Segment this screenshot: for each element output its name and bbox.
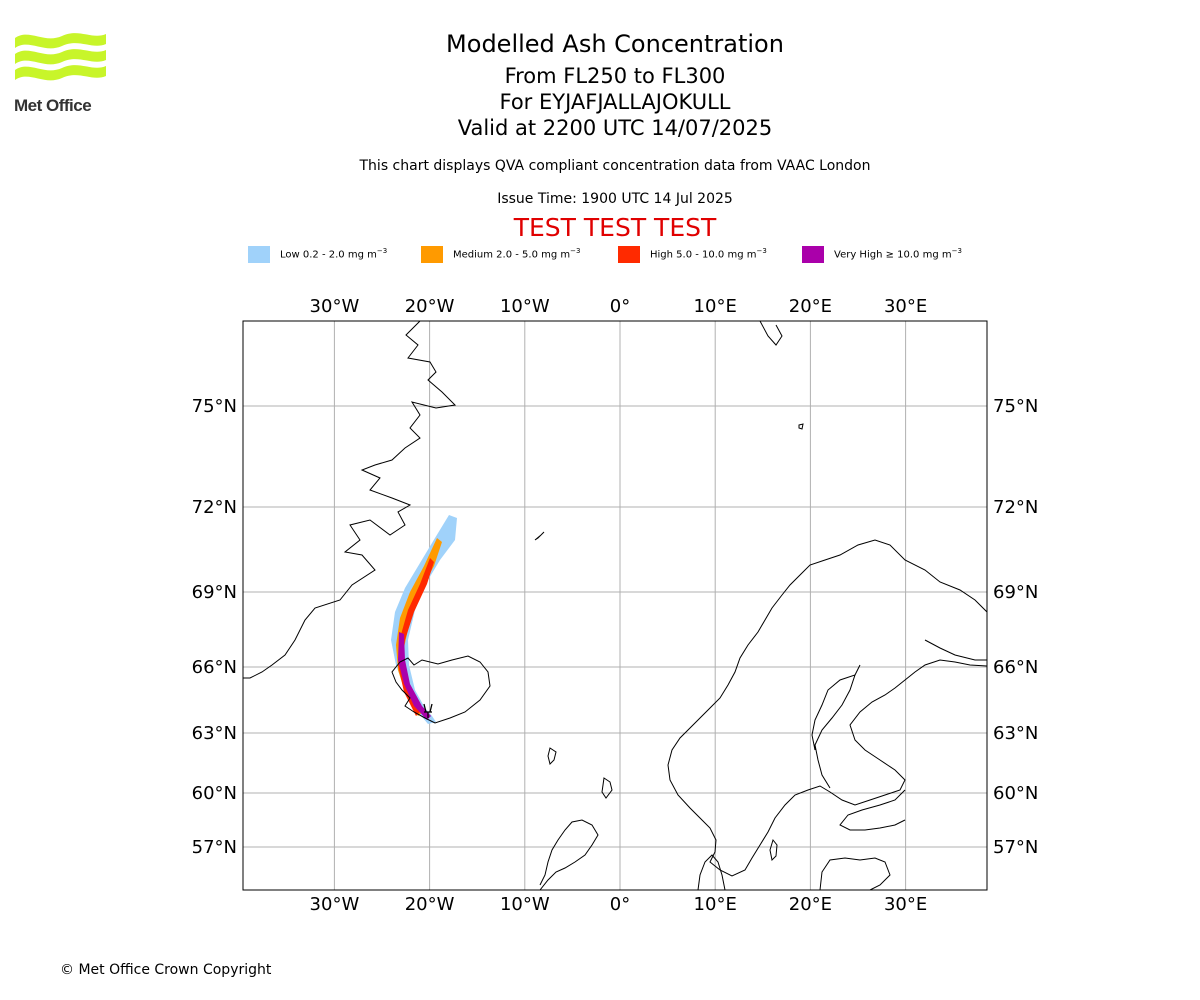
greenland-coast (243, 321, 457, 679)
lon-tick-label-bottom: 30°E (884, 894, 927, 915)
jan-mayen-island (534, 531, 545, 541)
legend-swatch-very-high (802, 245, 824, 263)
flight-levels: From FL250 to FL300 (504, 64, 726, 88)
legend-item-low: Low 0.2 - 2.0 mg m−3 (248, 244, 387, 264)
lon-tick-label-bottom: 20°W (405, 894, 455, 915)
lat-tick-label-right: 57°N (993, 837, 1038, 858)
lat-tick-label-left: 72°N (192, 497, 237, 518)
lat-tick-label-right: 63°N (993, 723, 1038, 744)
lon-tick-label-bottom: 20°E (789, 894, 832, 915)
map-frame (242, 320, 988, 891)
graticule (243, 321, 987, 890)
lat-tick-label-right: 72°N (993, 497, 1038, 518)
gotland-island (769, 838, 778, 862)
ash-low-area (391, 515, 457, 724)
legend-label-medium: Medium 2.0 - 5.0 mg m−3 (453, 247, 581, 261)
tick-labels: 30°W 30°W 20°W 20°W 10°W 10°W 0° 0° 10°E 10°E 20°E… (192, 296, 1039, 915)
map-content (243, 321, 987, 890)
lon-tick-label-top: 0° (610, 296, 630, 317)
baltic-coast (819, 857, 891, 890)
lon-tick-label-top: 10°E (694, 296, 737, 317)
coastlines (243, 321, 987, 890)
ash-plume (391, 515, 457, 724)
lon-tick-label-bottom: 10°W (500, 894, 550, 915)
lon-tick-label-top: 10°W (500, 296, 550, 317)
legend-label-very-high: Very High ≥ 10.0 mg m−3 (834, 247, 962, 261)
volcano-marker (423, 703, 433, 718)
bear-island (798, 423, 804, 430)
volcano-name: For EYJAFJALLAJOKULL (499, 90, 731, 114)
svalbard-coast (759, 321, 783, 346)
lon-tick-label-bottom: 10°E (694, 894, 737, 915)
ash-very-high-area (398, 632, 431, 720)
iceland-coast (391, 655, 491, 724)
legend-label-high: High 5.0 - 10.0 mg m−3 (650, 247, 767, 261)
lat-tick-label-right: 66°N (993, 657, 1038, 678)
legend-swatch-low (248, 245, 270, 263)
shetland-islands (601, 777, 613, 799)
lat-tick-label-left: 66°N (192, 657, 237, 678)
lat-tick-label-left: 60°N (192, 783, 237, 804)
met-office-wave-icon (15, 33, 106, 81)
estonia-coast (839, 789, 906, 831)
test-banner: TEST TEST TEST (513, 213, 717, 242)
met-office-logo: Met Office (14, 30, 109, 115)
ash-high-area (398, 558, 434, 716)
copyright: © Met Office Crown Copyright (60, 962, 272, 978)
lat-tick-label-left: 69°N (192, 582, 237, 603)
legend-item-high: High 5.0 - 10.0 mg m−3 (618, 244, 767, 264)
legend-item-very-high: Very High ≥ 10.0 mg m−3 (802, 244, 962, 264)
lat-tick-label-right: 60°N (993, 783, 1038, 804)
lon-tick-label-top: 30°E (884, 296, 927, 317)
lon-tick-label-bottom: 30°W (310, 894, 360, 915)
lon-tick-label-top: 20°W (405, 296, 455, 317)
lat-tick-label-left: 63°N (192, 723, 237, 744)
legend-swatch-medium (421, 245, 443, 263)
legend-label-low: Low 0.2 - 2.0 mg m−3 (280, 247, 388, 261)
legend-swatch-high (618, 245, 640, 263)
lat-tick-label-left: 57°N (192, 837, 237, 858)
legend-item-medium: Medium 2.0 - 5.0 mg m−3 (421, 244, 580, 264)
lon-tick-label-top: 30°W (310, 296, 360, 317)
qva-note: This chart displays QVA compliant concen… (359, 158, 871, 174)
valid-time: Valid at 2200 UTC 14/07/2025 (457, 116, 773, 140)
denmark-coast (697, 854, 726, 890)
scandinavia-coast (667, 539, 987, 877)
logo-text: Met Office (14, 96, 92, 115)
faroe-islands (547, 747, 557, 765)
bothnia-coast (811, 664, 861, 789)
lon-tick-label-top: 20°E (789, 296, 832, 317)
scotland-coast (539, 819, 599, 890)
chart-title: Modelled Ash Concentration (446, 30, 784, 58)
issue-time: Issue Time: 1900 UTC 14 Jul 2025 (497, 191, 733, 207)
lat-tick-label-right: 69°N (993, 582, 1038, 603)
white-sea-coast (924, 639, 987, 661)
lat-tick-label-right: 75°N (993, 396, 1038, 417)
lat-tick-label-left: 75°N (192, 396, 237, 417)
lon-tick-label-bottom: 0° (610, 894, 630, 915)
